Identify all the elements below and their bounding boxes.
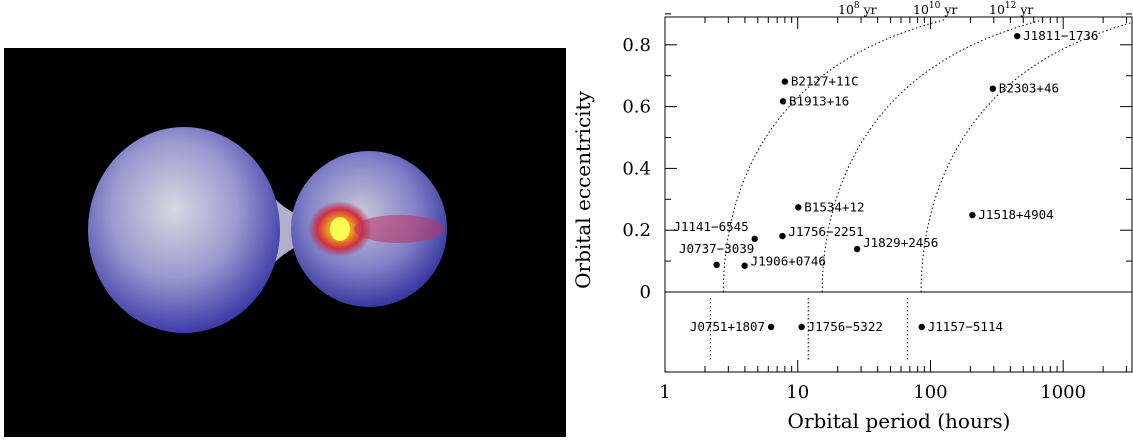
eccentricity-period-chart: 108 yr 1010 yr 1012 yr 1 10 100 1000 0 0.2 0.4 0.… <box>571 1 1133 433</box>
lifetime-curve <box>920 21 1133 292</box>
pulsar-point <box>741 262 748 269</box>
lifetime-curve-label: 1010 yr <box>913 1 957 17</box>
pulsar-point <box>1013 32 1021 40</box>
circular-pulsar-label: J0751+1807 <box>690 319 765 334</box>
circular-pulsar-label: J1157−5114 <box>928 319 1003 334</box>
lifetime-curve <box>722 18 947 292</box>
pulsar-label: J1518+4904 <box>978 207 1053 222</box>
binary-star-simulation-image <box>4 48 566 437</box>
pulsar-point <box>989 85 997 92</box>
pulsar-label: J0737−3039 <box>679 241 754 256</box>
x-tick-label: 100 <box>913 382 947 403</box>
pulsar-label: B1534+12 <box>804 199 864 214</box>
lifetime-curve-label: 108 yr <box>838 1 877 17</box>
x-tick-label: 10 <box>786 382 809 403</box>
pulsar-label: J1906+0746 <box>751 254 826 269</box>
pulsar-label: B2303+46 <box>999 81 1059 96</box>
pulsar-point <box>795 204 802 211</box>
binary-star-simulation-icon <box>88 127 447 333</box>
circular-pulsar-point <box>798 323 805 331</box>
x-tick-label: 1 <box>659 382 670 403</box>
circular-pulsar-point <box>918 323 925 331</box>
pulsar-point <box>779 98 787 105</box>
pulsar-label: J1811−1736 <box>1023 28 1098 43</box>
y-tick-label: 0.2 <box>622 220 651 241</box>
pulsar-label: B2127+11C <box>791 74 859 89</box>
circular-pulsar-label: J1756−5322 <box>808 319 883 334</box>
pulsar-point <box>751 235 758 243</box>
y-tick-label: 0.6 <box>622 97 651 118</box>
y-tick-label: 0.8 <box>622 35 651 56</box>
y-tick-label: 0 <box>640 282 651 303</box>
plot-border <box>664 16 1133 373</box>
pulsar-point <box>779 232 786 240</box>
pulsar-point <box>781 78 789 85</box>
y-axis-title: Orbital eccentricity <box>571 90 595 288</box>
pulsar-label: J1756−2251 <box>788 224 863 239</box>
x-tick-label: 1000 <box>1040 382 1086 403</box>
pulsar-point <box>713 261 720 269</box>
pulsar-label: J1141−6545 <box>673 219 748 234</box>
x-axis-title: Orbital period (hours) <box>788 409 1011 433</box>
lifetime-curve-label: 1012 yr <box>989 1 1033 17</box>
circular-pulsar-point <box>767 323 775 331</box>
y-tick-label: 0.4 <box>622 158 651 179</box>
pulsar-label: B1913+16 <box>789 93 849 108</box>
pulsar-point <box>969 211 976 219</box>
pulsar-point <box>853 245 861 253</box>
pulsar-label: J1829+2456 <box>863 235 938 250</box>
